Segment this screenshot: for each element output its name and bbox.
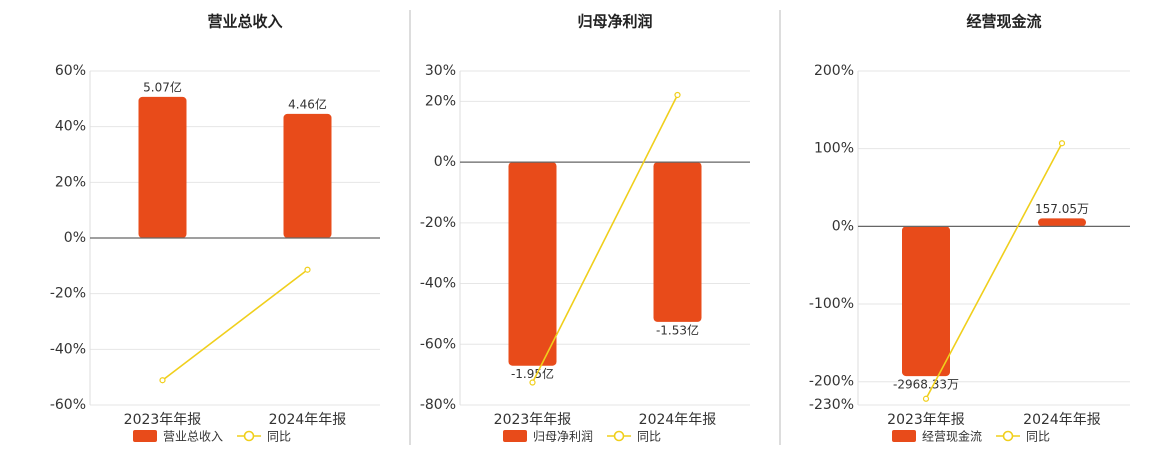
y-tick-label: 20%: [425, 93, 456, 109]
legend-swatch: [1002, 430, 1014, 442]
value-label: 5.07亿: [143, 79, 182, 94]
line-point: [529, 379, 536, 386]
bar: [902, 226, 950, 377]
y-tick-label: -40%: [50, 341, 86, 357]
legend-swatch: [892, 430, 916, 442]
value-label: -2968.33万: [893, 378, 959, 392]
legend-swatch: [243, 430, 255, 442]
x-tick-label: 2024年年报: [1023, 412, 1101, 428]
y-tick-label: -60%: [420, 336, 456, 352]
legend-swatch: [503, 430, 527, 442]
y-tick-label: -80%: [420, 397, 456, 413]
line: [925, 142, 1063, 400]
legend-swatch: [133, 430, 157, 442]
value-label: -1.95亿: [511, 366, 554, 381]
chart-title: 营业总收入: [207, 13, 282, 31]
y-tick-label: 0%: [64, 230, 86, 246]
legend-label: 同比: [637, 430, 661, 444]
bar: [653, 162, 702, 322]
x-tick-label: 2024年年报: [269, 412, 347, 428]
line-point: [922, 395, 930, 402]
value-label: -1.53亿: [656, 322, 699, 337]
line-point: [674, 91, 681, 99]
bar: [283, 113, 332, 238]
y-tick-label: 100%: [814, 141, 854, 157]
y-tick-label: -20%: [50, 286, 86, 302]
chart-title: 经营现金流: [966, 13, 1041, 31]
x-tick-label: 2024年年报: [639, 412, 717, 428]
legend-label: 经营现金流: [922, 429, 982, 444]
y-tick-label: 60%: [55, 63, 86, 79]
y-tick-label: 200%: [814, 63, 854, 79]
y-tick-label: 20%: [55, 174, 86, 190]
y-tick-label: -200%: [809, 374, 854, 390]
y-tick-label: 30%: [425, 63, 456, 79]
line: [531, 94, 679, 383]
bar: [1038, 218, 1086, 227]
line-point: [1058, 140, 1066, 147]
y-tick-label: -20%: [420, 215, 456, 231]
legend-label: 同比: [1026, 430, 1050, 444]
x-tick-label: 2023年年报: [494, 412, 572, 428]
value-label: 157.05万: [1035, 202, 1089, 216]
y-tick-label: -100%: [809, 296, 854, 312]
y-tick-label: 40%: [55, 119, 86, 135]
legend-label: 营业总收入: [163, 430, 223, 444]
x-tick-label: 2023年年报: [887, 412, 965, 428]
legend-swatch: [613, 430, 625, 442]
legend-label: 归母净利润: [533, 430, 593, 444]
bar: [508, 162, 557, 366]
value-label: 4.46亿: [288, 96, 327, 111]
chart-title: 归母净利润: [577, 13, 652, 31]
bar: [138, 96, 187, 238]
y-tick-label: 0%: [832, 218, 854, 234]
legend-label: 同比: [267, 430, 291, 444]
line: [162, 269, 308, 381]
y-tick-label: -230%: [809, 397, 854, 413]
y-tick-label: -40%: [420, 276, 456, 292]
y-tick-label: 0%: [434, 154, 456, 170]
y-tick-label: -60%: [50, 397, 86, 413]
line-point: [159, 377, 166, 384]
x-tick-label: 2023年年报: [124, 412, 202, 428]
line-point: [304, 266, 311, 273]
